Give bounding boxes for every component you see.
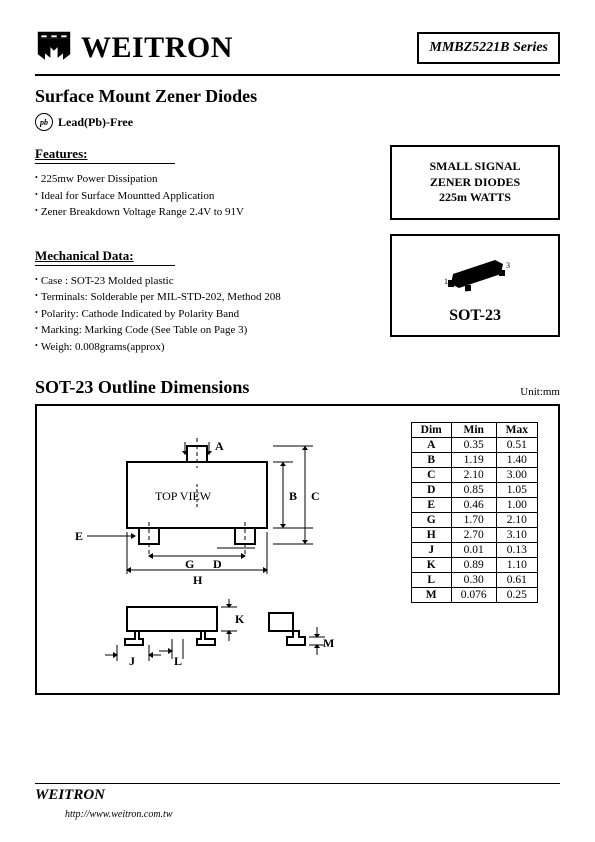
outline-drawing: TOP VIEW A B C E G D: [57, 422, 387, 677]
feature-item: Zener Breakdown Voltage Range 2.4V to 91…: [35, 204, 370, 221]
sot23-icon: 1 2 3: [435, 250, 515, 292]
table-row: G1.702.10: [411, 513, 537, 528]
page-title: Surface Mount Zener Diodes: [35, 86, 560, 107]
table-row: H2.703.10: [411, 528, 537, 543]
col-dim: Dim: [411, 423, 451, 438]
left-column: Features: 225mw Power Dissipation Ideal …: [35, 145, 370, 355]
table-row: C2.103.00: [411, 468, 537, 483]
svg-text:D: D: [213, 557, 222, 571]
svg-text:E: E: [75, 529, 83, 543]
features-list: 225mw Power Dissipation Ideal for Surfac…: [35, 171, 370, 221]
info-line: 225m WATTS: [398, 190, 552, 206]
table-row: A0.350.51: [411, 438, 537, 453]
logo-brand: WEITRON: [35, 30, 233, 66]
package-name: SOT-23: [398, 307, 552, 325]
pin-label: 2: [465, 290, 469, 292]
footer-brand: WEITRON: [35, 787, 105, 803]
svg-text:H: H: [193, 573, 203, 587]
package-box: 1 2 3 SOT-23: [390, 234, 560, 337]
dimensions-frame: TOP VIEW A B C E G D: [35, 404, 560, 695]
header-rule: [35, 74, 560, 76]
svg-text:M: M: [323, 636, 334, 650]
table-row: B1.191.40: [411, 453, 537, 468]
pbfree-text: Lead(Pb)-Free: [58, 115, 133, 130]
pbfree-icon: pb: [35, 113, 53, 131]
footer: WEITRON http://www.weitron.com.tw: [35, 783, 560, 822]
svg-text:K: K: [235, 612, 245, 626]
pin-label: 3: [506, 261, 510, 270]
table-row: E0.461.00: [411, 498, 537, 513]
features-heading: Features:: [35, 146, 175, 164]
svg-text:L: L: [174, 654, 182, 668]
svg-text:A: A: [215, 439, 224, 453]
table-row: M0.0760.25: [411, 588, 537, 603]
dimensions-title: SOT-23 Outline Dimensions: [35, 377, 249, 398]
table-row: L0.300.61: [411, 573, 537, 588]
feature-item: Ideal for Surface Mountted Application: [35, 188, 370, 205]
mechanical-item: Weigh: 0.008grams(approx): [35, 339, 370, 356]
col-max: Max: [496, 423, 537, 438]
table-header-row: Dim Min Max: [411, 423, 537, 438]
table-row: D0.851.05: [411, 483, 537, 498]
pbfree-row: pb Lead(Pb)-Free: [35, 113, 560, 131]
weitron-logo-icon: [35, 30, 73, 66]
table-row: K0.891.10: [411, 558, 537, 573]
table-row: J0.010.13: [411, 543, 537, 558]
topview-label: TOP VIEW: [155, 489, 212, 503]
mechanical-item: Case : SOT-23 Molded plastic: [35, 273, 370, 290]
info-line: ZENER DIODES: [398, 175, 552, 191]
dimensions-title-row: SOT-23 Outline Dimensions Unit:mm: [35, 377, 560, 398]
series-box: MMBZ5221B Series: [417, 32, 560, 64]
right-column: SMALL SIGNAL ZENER DIODES 225m WATTS 1 2…: [390, 145, 560, 355]
col-min: Min: [451, 423, 496, 438]
brand-name: WEITRON: [81, 31, 233, 65]
dimensions-unit: Unit:mm: [520, 386, 560, 398]
mechanical-item: Polarity: Cathode Indicated by Polarity …: [35, 306, 370, 323]
content-columns: Features: 225mw Power Dissipation Ideal …: [35, 145, 560, 355]
mechanical-heading: Mechanical Data:: [35, 248, 175, 266]
info-box: SMALL SIGNAL ZENER DIODES 225m WATTS: [390, 145, 560, 220]
footer-url: http://www.weitron.com.tw: [65, 809, 173, 820]
svg-text:J: J: [129, 654, 135, 668]
dimensions-table: Dim Min Max A0.350.51 B1.191.40 C2.103.0…: [411, 422, 538, 603]
header: WEITRON MMBZ5221B Series: [35, 30, 560, 66]
footer-rule: [35, 783, 560, 784]
svg-text:B: B: [289, 489, 297, 503]
info-line: SMALL SIGNAL: [398, 159, 552, 175]
mechanical-list: Case : SOT-23 Molded plastic Terminals: …: [35, 273, 370, 356]
mechanical-item: Marking: Marking Code (See Table on Page…: [35, 322, 370, 339]
feature-item: 225mw Power Dissipation: [35, 171, 370, 188]
svg-text:G: G: [185, 557, 194, 571]
svg-text:C: C: [311, 489, 320, 503]
pin-label: 1: [444, 277, 448, 286]
mechanical-item: Terminals: Solderable per MIL-STD-202, M…: [35, 289, 370, 306]
